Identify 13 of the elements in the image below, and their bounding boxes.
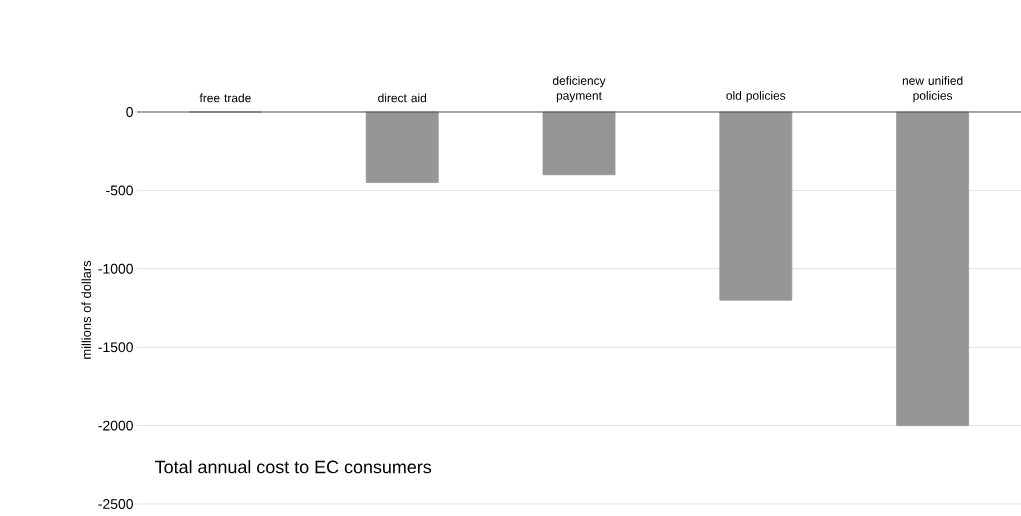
y-tick-label: -2000 [98,420,133,431]
y-tick-label: 0 [126,107,133,117]
y-tick-label: -1500 [98,342,133,353]
y-tick-label: -2500 [98,499,133,509]
x-tick-label: deficiency payment [552,76,606,103]
y-axis-title: millions of dollars [81,260,91,359]
text: Total annual cost to EC consumers [155,460,432,474]
x-tick-label: free trade [199,93,251,103]
x-tick-label: new unified policies [902,76,963,103]
y-tick-label: -1000 [98,263,133,274]
x-tick-label: direct aid [378,93,427,103]
y-tick-label: -500 [106,185,133,196]
x-tick-label: old policies [726,91,786,103]
